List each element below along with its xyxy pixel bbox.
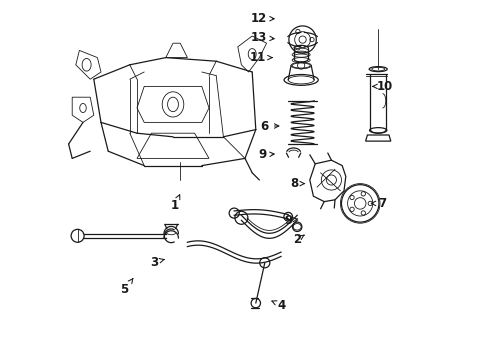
Text: 6: 6	[261, 120, 279, 132]
Text: 9: 9	[284, 214, 298, 227]
Text: 8: 8	[291, 177, 305, 190]
Text: 2: 2	[293, 233, 304, 246]
Text: 4: 4	[272, 299, 286, 312]
Text: 9: 9	[258, 148, 274, 161]
Text: 11: 11	[249, 51, 272, 64]
Text: 10: 10	[373, 80, 393, 93]
Text: 13: 13	[250, 31, 274, 44]
Text: 7: 7	[371, 197, 387, 210]
Text: 1: 1	[171, 195, 180, 212]
Text: 12: 12	[250, 12, 274, 25]
Text: 5: 5	[120, 278, 133, 296]
Text: 3: 3	[150, 256, 164, 269]
